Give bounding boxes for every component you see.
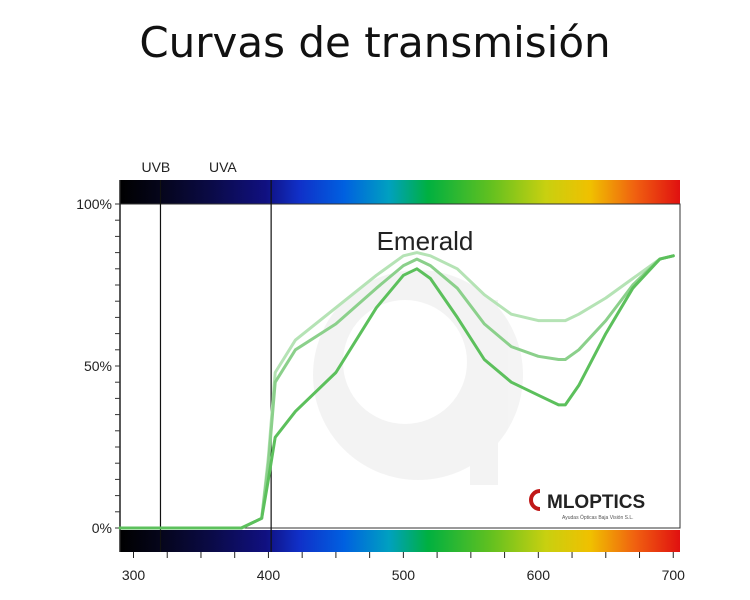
- top-spectrum-bar: [120, 180, 680, 204]
- region-label: UVB: [141, 159, 170, 175]
- bottom-spectrum-bar: [120, 530, 680, 552]
- y-tick-label: 50%: [84, 358, 112, 374]
- x-tick-label: 700: [662, 567, 686, 583]
- series-line-dark: [118, 254, 675, 530]
- y-tick-label: 100%: [76, 196, 112, 212]
- mloptics-logo: MLOPTICS Ayudas Ópticas Baja Visión S.L.: [529, 489, 645, 521]
- chart-title: Emerald: [377, 226, 474, 256]
- x-tick-label: 400: [257, 567, 281, 583]
- x-tick-label: 600: [527, 567, 551, 583]
- x-tick-label: 300: [122, 567, 146, 583]
- region-label: UVA: [209, 159, 237, 175]
- logo-tagline-text: Ayudas Ópticas Baja Visión S.L.: [562, 514, 634, 521]
- x-tick-label: 500: [392, 567, 416, 583]
- logo-brand-text: MLOPTICS: [547, 492, 645, 513]
- y-tick-label: 0%: [92, 520, 112, 536]
- series-line-medium: [118, 254, 675, 530]
- slide-title: Curvas de transmisión: [139, 18, 611, 67]
